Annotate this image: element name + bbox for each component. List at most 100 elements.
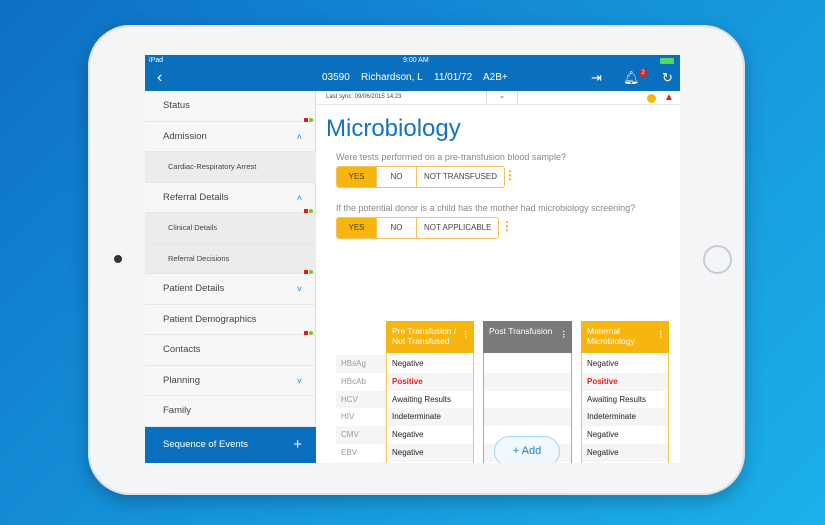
result-cell[interactable]: Negative: [387, 444, 473, 462]
sidebar-item-label: Referral Details: [163, 191, 229, 203]
test-label: HBcAb: [341, 376, 366, 386]
add-label: Add: [521, 445, 542, 457]
flag-green-icon: [309, 117, 313, 122]
column-menu-icon[interactable]: ⋮: [461, 329, 471, 339]
sidebar-item-label: Patient Demographics: [163, 313, 257, 325]
flag-red-icon: [304, 117, 308, 122]
column-menu-icon[interactable]: ⋮: [656, 329, 666, 339]
result-cell[interactable]: Negative: [582, 462, 668, 463]
test-label: EBV: [341, 448, 358, 457]
sidebar-item[interactable]: Patient Demographics: [145, 305, 316, 335]
option-not-applicable[interactable]: NOT APPLICABLE: [416, 218, 499, 238]
flag-green-icon: [309, 270, 313, 274]
result-cell[interactable]: Negative: [387, 462, 473, 463]
sidebar-item[interactable]: Cardiac-Respiratory Arrest: [145, 152, 316, 183]
sidebar-item[interactable]: Referral Details ˄: [145, 183, 316, 213]
nav-bar: ‹ 03590 Richardson, L 11/01/72 A2B+ ⇥ 🔔︎…: [145, 67, 680, 91]
result-cell[interactable]: Negative: [392, 359, 424, 368]
test-label: HTLV: [336, 461, 386, 463]
sidebar-item[interactable]: Admission ˄: [145, 117, 316, 152]
result-cell[interactable]: Positive: [582, 372, 668, 391]
flag-green-icon: [309, 331, 313, 335]
result-cell[interactable]: Negative: [587, 430, 619, 440]
add-post-transfusion-button[interactable]: + Add: [494, 436, 560, 463]
patient-id: 03590: [322, 72, 350, 83]
pre-transfusion-selector: YES NO NOT TRANSFUSED: [336, 166, 506, 188]
result-cell[interactable]: Negative: [392, 430, 424, 440]
option-yes[interactable]: YES: [337, 218, 376, 238]
option-not-transfused[interactable]: NOT TRANSFUSED: [416, 167, 505, 187]
home-button[interactable]: [703, 245, 732, 274]
sidebar-item-label: Patient Details: [163, 283, 225, 294]
sidebar-item[interactable]: Referral Decisions: [145, 243, 316, 274]
chevron-icon[interactable]: ˄: [296, 192, 302, 203]
pending-icon: [647, 94, 656, 103]
logout-icon[interactable]: ⇥: [591, 70, 602, 85]
sidebar-item-label: Family: [163, 405, 191, 416]
sidebar-item-label: Referral Decisions: [168, 253, 230, 263]
more-icon[interactable]: ⋮: [504, 168, 516, 182]
status-flags: [303, 331, 313, 335]
question-pre-transfusion: Were tests performed on a pre-transfusio…: [336, 152, 566, 162]
result-cell[interactable]: Negative: [587, 359, 619, 368]
more-icon[interactable]: ⋮: [501, 219, 513, 233]
result-cell[interactable]: Indeterminate: [582, 408, 668, 427]
column-header: Pre Transfusion / Not Transfused ⋮: [386, 321, 474, 353]
test-label: HBsAg: [336, 355, 386, 373]
flag-red-icon: [304, 209, 308, 213]
sync-bar: Last sync: 09/06/2015 14:23 ⌄ ▲: [316, 91, 680, 105]
result-cell: [484, 391, 571, 409]
sidebar-item-label: Status: [163, 100, 190, 111]
sync-icon[interactable]: ↻: [662, 70, 673, 85]
app-screen: iPad 9:00 AM ‹ 03590 Richardson, L 11/01…: [145, 55, 680, 463]
column-title: Pre Transfusion / Not Transfused: [392, 326, 457, 346]
sidebar: Status Admission ˄ Cardiac-Respiratory Arre…: [145, 91, 316, 463]
result-cell[interactable]: Positive: [387, 372, 473, 391]
sidebar-item-label: Sequence of Events: [163, 439, 249, 450]
result-cell[interactable]: Indeterminate: [387, 408, 473, 427]
main-content: Last sync: 09/06/2015 14:23 ⌄ ▲ Microbio…: [316, 91, 680, 463]
battery-icon: [660, 58, 674, 64]
sidebar-item[interactable]: Family: [145, 396, 316, 427]
option-no[interactable]: NO: [376, 167, 416, 187]
sidebar-item[interactable]: Contacts: [145, 331, 316, 366]
question-maternal-screening: If the potential donor is a child has th…: [336, 203, 636, 213]
notification-badge: 2: [639, 69, 647, 77]
option-yes[interactable]: YES: [337, 167, 376, 187]
result-cell: [484, 372, 571, 391]
flag-green-icon: [309, 209, 313, 213]
result-cell: [484, 355, 571, 373]
option-no[interactable]: NO: [376, 218, 416, 238]
test-label: HCV: [336, 390, 386, 409]
test-label: HIV: [341, 412, 355, 422]
sidebar-item-label: Clinical Details: [168, 223, 218, 232]
column-menu-icon[interactable]: ⋮: [559, 329, 569, 339]
flag-red-icon: [304, 331, 308, 335]
sidebar-item[interactable]: Status: [145, 91, 316, 122]
clock: 9:00 AM: [403, 57, 429, 64]
sidebar-item[interactable]: Sequence of Events +: [145, 427, 316, 463]
patient-dob: 11/01/72: [434, 72, 473, 83]
result-cell[interactable]: Awaiting Results: [392, 394, 451, 404]
camera: [114, 255, 122, 263]
warning-icon[interactable]: ▲: [664, 92, 674, 103]
result-cell[interactable]: Negative: [582, 444, 668, 462]
sidebar-item[interactable]: Clinical Details: [145, 209, 316, 244]
chevron-icon[interactable]: ˄: [296, 131, 302, 142]
result-cell[interactable]: Awaiting Results: [587, 394, 646, 404]
sidebar-item[interactable]: Planning ˅: [145, 366, 316, 396]
column-title: Maternal Microbiology: [587, 326, 635, 346]
column-title: Post Transfusion: [489, 326, 553, 336]
expand-chevron-icon[interactable]: ⌄: [486, 91, 518, 105]
status-flags: [303, 270, 313, 274]
result-cell: [484, 408, 571, 427]
bell-icon[interactable]: 🔔︎: [623, 70, 640, 85]
blood-group: A2B+: [483, 72, 508, 83]
sidebar-item[interactable]: Patient Details ˅: [145, 270, 316, 305]
chevron-icon[interactable]: ˅: [296, 284, 302, 294]
chevron-icon[interactable]: ˅: [296, 375, 302, 386]
sidebar-item-label: Cardiac-Respiratory Arrest: [168, 162, 257, 171]
back-icon[interactable]: ‹: [157, 69, 163, 86]
plus-icon[interactable]: +: [293, 436, 302, 453]
status-bar: iPad 9:00 AM: [145, 55, 680, 67]
